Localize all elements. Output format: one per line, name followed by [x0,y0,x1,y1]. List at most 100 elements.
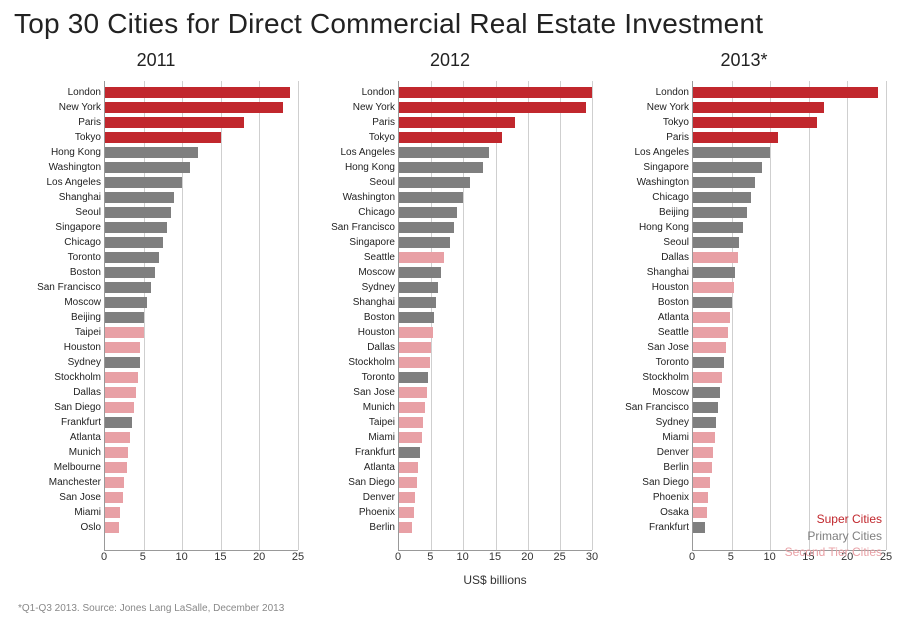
bar-row: Atlanta [399,460,592,475]
city-label: Munich [15,447,105,458]
city-label: Houston [15,342,105,353]
bar-row: Houston [399,325,592,340]
city-label: Atlanta [15,432,105,443]
bar [693,102,824,113]
bar [399,252,444,263]
bar [693,297,732,308]
bar [399,102,586,113]
bar-row: Washington [399,190,592,205]
bar [693,162,762,173]
bar [693,327,728,338]
bar [399,162,483,173]
bar-row: Washington [105,160,298,175]
bar-row: Moscow [399,265,592,280]
chart-column: LondonNew YorkParisTokyoHong KongWashing… [104,81,298,569]
bar [105,387,136,398]
bar [105,237,163,248]
bar [105,462,127,473]
bar-row: Beijing [693,205,886,220]
bar-row: Chicago [399,205,592,220]
bar [399,222,454,233]
bar [693,402,718,413]
city-label: Seattle [309,252,399,263]
bar-row: Seoul [105,205,298,220]
bar-row: Shanghai [399,295,592,310]
bar-row: Stockholm [105,370,298,385]
bar [693,522,705,533]
bar-row: Miami [105,505,298,520]
bar-row: Moscow [693,385,886,400]
city-label: Sydney [15,357,105,368]
city-label: Paris [603,132,693,143]
city-label: Singapore [309,237,399,248]
bar [105,297,147,308]
city-label: San Francisco [15,282,105,293]
city-label: Tokyo [603,117,693,128]
bar-row: San Diego [399,475,592,490]
chart-column: LondonNew YorkParisTokyoLos AngelesHong … [398,81,592,587]
bar-row: Paris [105,115,298,130]
city-label: Toronto [309,372,399,383]
city-label: San Francisco [309,222,399,233]
bar-row: Stockholm [399,355,592,370]
bar-row: Shanghai [105,190,298,205]
city-label: Munich [309,402,399,413]
bar-row: Los Angeles [399,145,592,160]
city-label: Sydney [309,282,399,293]
bar [105,402,134,413]
city-label: Seoul [603,237,693,248]
bar-row: Tokyo [399,130,592,145]
bar-row: Phoenix [399,505,592,520]
city-label: Beijing [15,312,105,323]
panel: 2013*LondonNew YorkTokyoParisLos Angeles… [602,44,886,587]
legend-item: Super Cities [785,511,882,527]
bar [693,87,878,98]
city-label: San Diego [309,477,399,488]
bar-row: Paris [693,130,886,145]
bar-row: Houston [693,280,886,295]
bar [693,222,743,233]
bar-row: Melbourne [105,460,298,475]
bar [693,207,747,218]
chart-page: Top 30 Cities for Direct Commercial Real… [0,0,900,620]
bar-row: Berlin [693,460,886,475]
bar-row: Berlin [399,520,592,535]
city-label: Toronto [603,357,693,368]
bar [399,237,450,248]
gridline [298,81,299,550]
city-label: Los Angeles [309,147,399,158]
bar-row: San Francisco [399,220,592,235]
gridline [886,81,887,550]
bar [105,147,198,158]
bar-row: Chicago [693,190,886,205]
panel: 2011LondonNew YorkParisTokyoHong KongWas… [14,44,298,587]
bar [399,417,423,428]
bar [693,477,710,488]
bar [105,207,171,218]
bar [399,297,436,308]
city-label: San Jose [309,387,399,398]
bar [399,387,427,398]
bar [105,477,124,488]
legend-item: Second Tier Cities [785,544,882,560]
city-label: Taipei [15,327,105,338]
bar-row: Seattle [399,250,592,265]
bar [105,87,290,98]
city-label: Stockholm [15,372,105,383]
bar-row: Munich [105,445,298,460]
city-label: Sydney [603,417,693,428]
bar-row: Taipei [105,325,298,340]
bar [105,132,221,143]
city-label: Berlin [309,522,399,533]
bar-row: San Francisco [105,280,298,295]
bar [105,327,144,338]
bar-row: Atlanta [105,430,298,445]
bar-row: Beijing [105,310,298,325]
city-label: New York [15,102,105,113]
bar [105,447,128,458]
bar [693,507,707,518]
city-label: Miami [603,432,693,443]
city-label: San Diego [603,477,693,488]
city-label: New York [309,102,399,113]
city-label: Hong Kong [603,222,693,233]
